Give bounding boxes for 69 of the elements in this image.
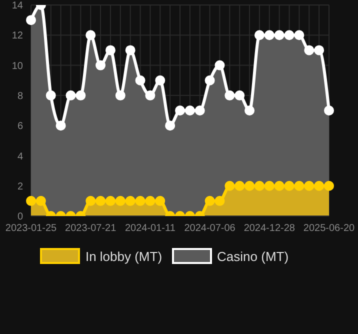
point <box>155 196 166 206</box>
y-tick-label: 10 <box>12 60 24 72</box>
point <box>56 120 66 131</box>
point <box>96 60 106 70</box>
point <box>66 90 76 100</box>
y-tick-label: 14 <box>12 0 24 12</box>
point <box>234 180 245 191</box>
x-tick-label: 2025-06-20 <box>303 223 356 234</box>
point <box>86 30 96 40</box>
y-tick-label: 12 <box>12 30 24 42</box>
point <box>135 75 146 86</box>
point <box>115 90 126 100</box>
point <box>145 196 156 206</box>
point <box>204 196 215 206</box>
point <box>175 106 185 116</box>
point <box>244 180 255 191</box>
point <box>324 180 334 191</box>
point <box>26 15 36 26</box>
point <box>254 180 264 191</box>
point <box>264 30 274 40</box>
point <box>314 45 324 56</box>
point <box>294 180 304 191</box>
x-tick-label: 2024-07-06 <box>184 223 236 234</box>
x-tick-label: 2024-01-11 <box>124 223 176 234</box>
y-tick-label: 4 <box>17 151 24 162</box>
point <box>26 196 36 206</box>
point <box>294 30 304 40</box>
point <box>105 196 116 206</box>
legend-label: Casino (MT) <box>217 248 289 264</box>
point <box>145 90 156 100</box>
point <box>224 180 235 191</box>
legend-label: In lobby (MT) <box>85 248 162 264</box>
point <box>115 196 126 206</box>
point <box>284 30 294 40</box>
point <box>304 180 314 191</box>
point <box>244 106 255 116</box>
point <box>46 90 56 100</box>
y-tick-label: 6 <box>17 121 24 132</box>
point <box>194 106 205 116</box>
point <box>96 196 106 206</box>
point <box>105 45 116 56</box>
point <box>125 45 136 56</box>
y-tick-label: 8 <box>17 90 24 102</box>
point <box>214 196 225 206</box>
point <box>264 180 274 191</box>
point <box>274 180 284 191</box>
point <box>36 196 46 206</box>
y-tick-label: 0 <box>17 212 24 223</box>
point <box>165 120 176 131</box>
point <box>324 106 334 116</box>
point <box>224 90 235 100</box>
point <box>86 196 96 206</box>
point <box>234 90 245 100</box>
point <box>204 75 215 86</box>
point <box>184 106 195 116</box>
x-tick-label: 2024-12-28 <box>244 223 296 234</box>
point <box>125 196 136 206</box>
point <box>304 45 314 56</box>
point <box>76 90 86 100</box>
point <box>214 60 225 70</box>
point <box>314 180 324 191</box>
x-tick-label: 2023-07-21 <box>65 223 117 234</box>
point <box>284 180 294 191</box>
x-tick-label: 2023-01-25 <box>5 223 58 234</box>
y-tick-label: 2 <box>17 181 24 192</box>
point <box>254 30 264 40</box>
point <box>155 75 166 86</box>
point <box>274 30 284 40</box>
point <box>135 196 146 206</box>
